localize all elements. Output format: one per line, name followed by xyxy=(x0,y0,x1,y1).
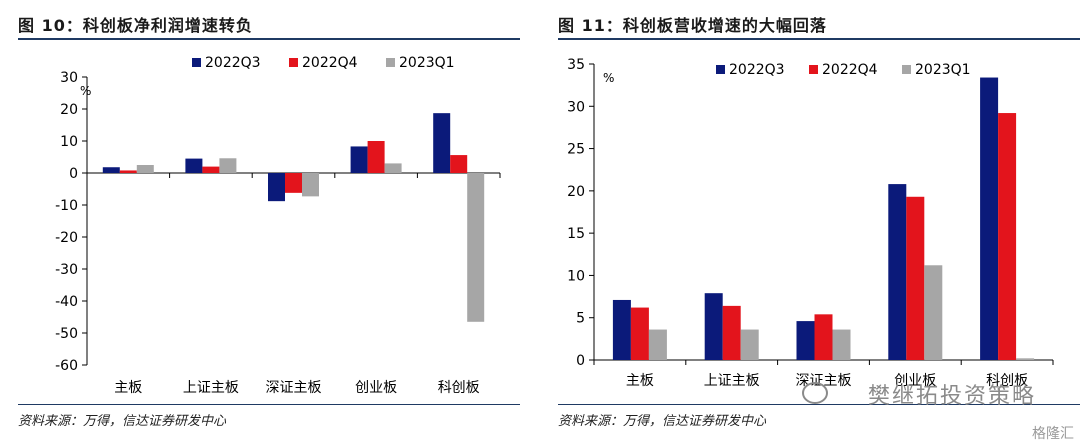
right-category-label: 科创板 xyxy=(986,373,1028,389)
left-legend-swatch xyxy=(289,58,298,67)
left-bar-2023Q1-4 xyxy=(467,173,485,322)
right-y-tick-label: 35 xyxy=(567,57,585,73)
left-bar-2023Q1-0 xyxy=(136,165,154,173)
gelonghui-logo: 格隆汇 xyxy=(1032,426,1074,442)
left-bar-chart: 30 20 10 0 -10 -20 -30 -40 -50 -60% 主板 上证主板 深证主板 创业板 科… xyxy=(55,55,501,396)
left-legend-label: 2023Q1 xyxy=(399,55,455,71)
left-bar-2022Q3-2 xyxy=(268,173,285,202)
right-bar-2023Q1-3 xyxy=(924,265,943,360)
left-bar-2022Q3-1 xyxy=(185,158,203,173)
wechat-icon xyxy=(802,382,828,404)
right-bar-2022Q4-3 xyxy=(906,196,925,360)
right-category-label: 上证主板 xyxy=(704,373,760,389)
right-bar-2022Q3-1 xyxy=(704,293,723,360)
right-legend-label: 2023Q1 xyxy=(915,62,971,78)
right-y-tick-label: 30 xyxy=(567,99,585,115)
left-category-label: 科创板 xyxy=(438,380,480,396)
right-legend-swatch xyxy=(809,65,818,74)
right-y-tick-label: 10 xyxy=(567,268,585,284)
right-y-tick-label: 25 xyxy=(567,142,585,158)
left-bar-2022Q4-4 xyxy=(450,155,468,173)
right-bar-2022Q3-4 xyxy=(980,77,999,360)
right-category-label: 创业板 xyxy=(894,373,936,389)
left-bar-2022Q4-2 xyxy=(285,173,302,193)
left-legend-swatch xyxy=(386,58,395,67)
right-bar-2022Q4-1 xyxy=(722,305,741,360)
left-legend-swatch xyxy=(192,58,201,67)
right-bar-2023Q1-1 xyxy=(740,329,759,360)
left-category-label: 创业板 xyxy=(355,380,397,396)
right-chart-panel: 图 11：科创板营收增速的大幅回落 35 30 25 20 15 10 5 0% 主板 上证主板深… xyxy=(540,0,1080,447)
right-bar-2022Q3-3 xyxy=(888,184,907,360)
left-y-tick-label: 30 xyxy=(60,70,78,86)
left-chart-panel: 图 10：科创板净利润增速转负 30 20 10 0 -10 -20 -30 -40 -50 -6… xyxy=(0,0,520,447)
left-legend-label: 2022Q4 xyxy=(302,55,358,71)
left-y-tick-label: 10 xyxy=(60,134,78,150)
right-title-rule xyxy=(558,38,1080,40)
left-source-note: 资料来源：万得，信达证券研发中心 xyxy=(18,414,227,429)
left-bar-2022Q3-3 xyxy=(350,146,368,173)
right-source-note: 资料来源：万得，信达证券研发中心 xyxy=(558,414,767,429)
right-y-unit-label: % xyxy=(603,71,614,85)
left-bar-2022Q4-0 xyxy=(119,170,137,173)
left-y-tick-label: -30 xyxy=(55,262,78,278)
right-bar-2022Q4-0 xyxy=(630,307,649,360)
left-bar-2022Q3-4 xyxy=(433,113,451,173)
right-y-tick-label: 20 xyxy=(567,184,585,200)
right-legend-label: 2022Q4 xyxy=(822,62,878,78)
left-bar-2022Q4-3 xyxy=(367,141,385,173)
right-chart-title: 图 11：科创板营收增速的大幅回落 xyxy=(558,16,827,35)
left-source-rule xyxy=(18,404,520,405)
left-category-label: 主板 xyxy=(114,380,142,396)
right-bar-2022Q4-4 xyxy=(998,113,1017,361)
left-y-tick-label: -10 xyxy=(55,198,78,214)
left-bar-2023Q1-2 xyxy=(302,173,319,197)
left-y-tick-label: -40 xyxy=(55,294,78,310)
left-title-rule xyxy=(18,38,520,40)
right-y-tick-label: 15 xyxy=(567,226,585,242)
left-bar-2022Q3-0 xyxy=(102,167,120,173)
right-source-rule xyxy=(558,404,1080,405)
left-bar-2023Q1-1 xyxy=(219,158,237,173)
right-bar-2023Q1-4 xyxy=(1016,358,1035,360)
left-legend-label: 2022Q3 xyxy=(205,55,261,71)
right-bar-2022Q3-0 xyxy=(612,299,631,360)
right-bar-2023Q1-2 xyxy=(832,329,851,360)
left-bar-2022Q4-1 xyxy=(202,166,220,173)
right-bar-2022Q3-2 xyxy=(796,321,815,360)
right-y-tick-label: 0 xyxy=(576,353,585,369)
left-y-tick-label: 20 xyxy=(60,102,78,118)
left-y-tick-label: -50 xyxy=(55,326,78,342)
right-bar-2022Q4-2 xyxy=(814,314,833,360)
right-bar-2023Q1-0 xyxy=(648,329,667,360)
left-y-tick-label: 0 xyxy=(69,166,78,182)
left-bar-2023Q1-3 xyxy=(384,163,402,173)
right-legend-label: 2022Q3 xyxy=(729,62,785,78)
watermark-text: 樊继拓投资策略 xyxy=(867,384,1036,409)
right-category-label: 主板 xyxy=(626,373,654,389)
right-y-tick-label: 5 xyxy=(576,311,585,327)
left-category-label: 上证主板 xyxy=(183,380,239,396)
left-y-tick-label: -60 xyxy=(55,358,78,374)
right-legend-swatch xyxy=(902,65,911,74)
left-y-unit-label: % xyxy=(80,84,91,98)
left-category-label: 深证主板 xyxy=(266,380,322,396)
right-legend-swatch xyxy=(716,65,725,74)
left-y-tick-label: -20 xyxy=(55,230,78,246)
left-chart-title: 图 10：科创板净利润增速转负 xyxy=(18,16,253,35)
